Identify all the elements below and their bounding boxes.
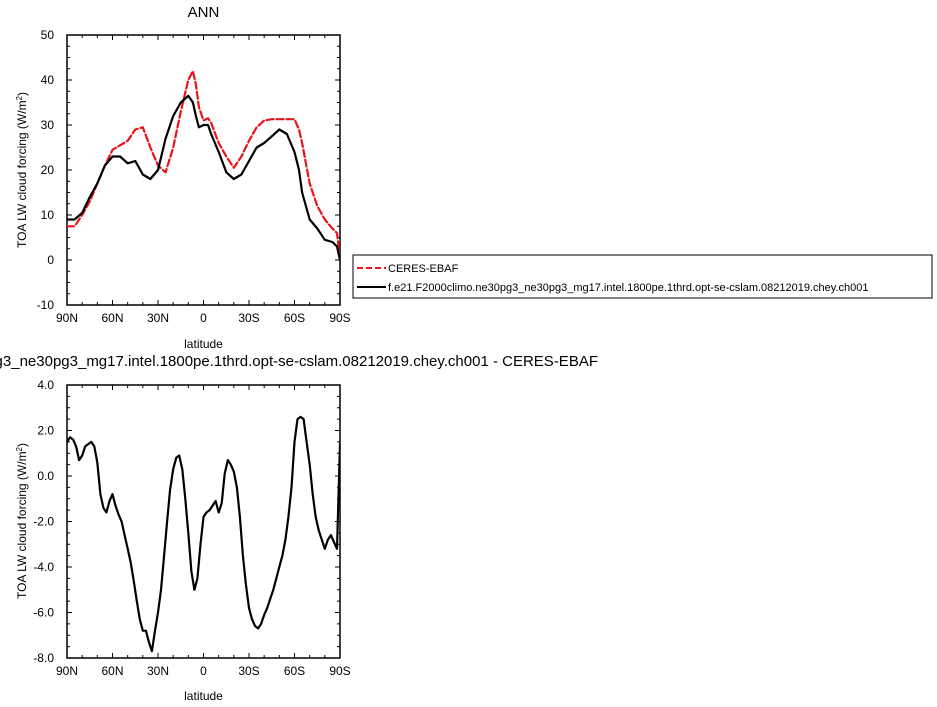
top-y-tick-label: 40 bbox=[41, 73, 55, 87]
top-y-axis-label-close: ) bbox=[15, 92, 29, 96]
bottom-chart-title: f.e21.F2000climo.ne30pg3_ne30pg3_mg17.in… bbox=[0, 353, 598, 370]
top-x-tick-label: 0 bbox=[200, 311, 207, 325]
bottom-x-axis-label: latitude bbox=[184, 689, 223, 703]
legend-label-model: f.e21.F2000climo.ne30pg3_ne30pg3_mg17.in… bbox=[388, 282, 868, 294]
bottom-y-tick-label: -2.0 bbox=[33, 515, 54, 529]
bottom-y-tick-label: -8.0 bbox=[33, 651, 54, 665]
top-ceres-ebaf-line bbox=[67, 69, 340, 262]
bottom-y-axis-label-main: TOA LW cloud forcing (W/m bbox=[15, 451, 29, 599]
top-y-axis-label-main: TOA LW cloud forcing (W/m bbox=[15, 100, 29, 248]
bottom-difference-line bbox=[67, 415, 340, 653]
bottom-panel: f.e21.F2000climo.ne30pg3_ne30pg3_mg17.in… bbox=[0, 353, 598, 703]
bottom-x-tick-label: 90N bbox=[56, 664, 78, 678]
bottom-y-tick-label: 0.0 bbox=[37, 469, 54, 483]
bottom-y-axis-label-sup: 2 bbox=[15, 446, 24, 451]
top-x-tick-label: 30S bbox=[238, 311, 259, 325]
bottom-y-tick-label: -4.0 bbox=[33, 560, 54, 574]
bottom-y-tick-label: 4.0 bbox=[37, 378, 54, 392]
legend: CERES-EBAF f.e21.F2000climo.ne30pg3_ne30… bbox=[352, 254, 933, 299]
top-y-tick-label: 0 bbox=[47, 253, 54, 267]
top-panel: ANN 90N 60N 30N 0 30S 60S 90S 50 40 30 20 10 0 -10 la… bbox=[15, 4, 351, 351]
top-x-tick-label: 60S bbox=[284, 311, 305, 325]
bottom-x-tick-label: 0 bbox=[200, 664, 207, 678]
top-y-tick-label: 30 bbox=[41, 118, 55, 132]
top-model-line bbox=[67, 94, 340, 262]
top-y-axis-label: TOA LW cloud forcing (W/m2) bbox=[15, 92, 30, 248]
top-y-tick-label: 50 bbox=[41, 28, 55, 42]
bottom-y-axis-label-close: ) bbox=[15, 443, 29, 447]
legend-label-observed: CERES-EBAF bbox=[388, 263, 459, 275]
top-plot-area: 90N 60N 30N 0 30S 60S 90S 50 40 30 20 10 0 -10 bbox=[37, 28, 351, 325]
top-x-tick-label: 60N bbox=[101, 311, 123, 325]
bottom-x-tick-label: 30N bbox=[147, 664, 169, 678]
bottom-y-tick-label: 2.0 bbox=[37, 424, 54, 438]
bottom-x-tick-label: 30S bbox=[238, 664, 259, 678]
bottom-x-tick-label: 60S bbox=[284, 664, 305, 678]
top-x-axis-label: latitude bbox=[184, 337, 223, 351]
bottom-x-tick-label: 90S bbox=[329, 664, 350, 678]
legend-box bbox=[352, 254, 933, 299]
top-x-tick-label: 90S bbox=[329, 311, 350, 325]
top-x-tick-label: 30N bbox=[147, 311, 169, 325]
top-y-tick-label: -10 bbox=[37, 298, 55, 312]
top-y-axis-label-sup: 2 bbox=[15, 95, 24, 100]
bottom-plot-area: 90N 60N 30N 0 30S 60S 90S 4.0 2.0 0.0 -2.0 -4.0 -6.0… bbox=[33, 378, 350, 678]
top-chart-title: ANN bbox=[188, 4, 220, 21]
top-y-tick-label: 10 bbox=[41, 208, 55, 222]
top-y-tick-label: 20 bbox=[41, 163, 55, 177]
bottom-y-axis-label: TOA LW cloud forcing (W/m2) bbox=[15, 443, 30, 599]
top-x-tick-label: 90N bbox=[56, 311, 78, 325]
bottom-x-tick-label: 60N bbox=[101, 664, 123, 678]
bottom-y-tick-label: -6.0 bbox=[33, 606, 54, 620]
